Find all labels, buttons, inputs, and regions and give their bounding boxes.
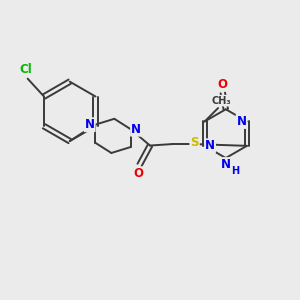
Text: N: N <box>205 139 215 152</box>
Text: N: N <box>131 123 141 136</box>
Text: N: N <box>236 115 247 128</box>
Text: S: S <box>190 136 199 149</box>
Text: O: O <box>133 167 143 180</box>
Text: Cl: Cl <box>20 63 33 76</box>
Text: N: N <box>85 118 95 131</box>
Text: H: H <box>231 166 239 176</box>
Text: CH₃: CH₃ <box>211 96 231 106</box>
Text: O: O <box>218 77 228 91</box>
Text: N: N <box>221 158 231 171</box>
